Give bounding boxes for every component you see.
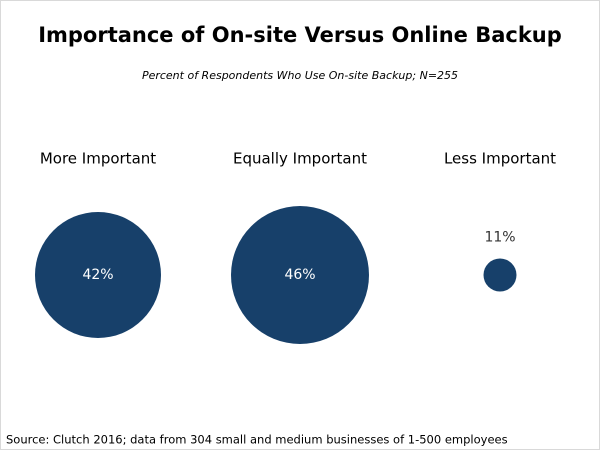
chart-title: Importance of On-site Versus Online Back…	[38, 23, 562, 47]
value-label: 46%	[284, 267, 315, 283]
category-label: More Important	[40, 150, 156, 168]
category-label: Equally Important	[233, 150, 367, 168]
bubble	[483, 258, 517, 292]
value-label: 42%	[82, 267, 113, 283]
value-label: 11%	[484, 230, 515, 246]
chart-subtitle: Percent of Respondents Who Use On-site B…	[142, 69, 458, 82]
category-label: Less Important	[444, 150, 556, 168]
source-note: Source: Clutch 2016; data from 304 small…	[6, 433, 508, 447]
bubble	[231, 206, 369, 344]
bubble	[35, 212, 161, 338]
